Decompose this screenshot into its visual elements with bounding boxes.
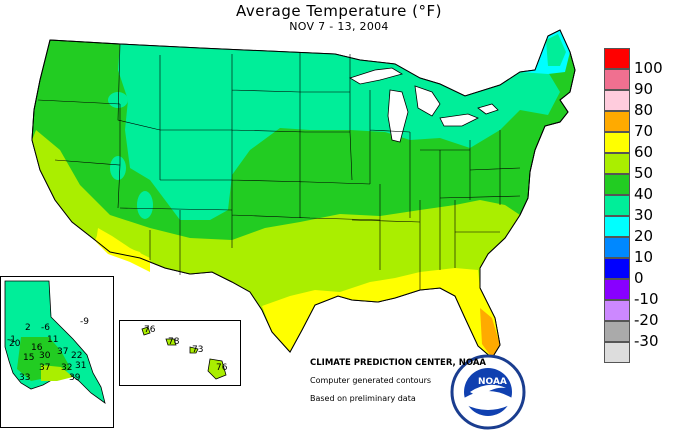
legend-label: 0 — [634, 269, 644, 287]
ak-value-1: 2 — [25, 323, 31, 333]
ak-value-5: 16 — [31, 343, 43, 353]
band-70-florida — [480, 308, 500, 358]
hawaii-map — [141, 326, 227, 380]
ak-value-11: 31 — [75, 361, 87, 371]
legend-swatch — [604, 153, 630, 174]
legend-label: 10 — [634, 248, 654, 266]
legend-swatch — [604, 48, 630, 69]
legend-label: -20 — [634, 311, 659, 329]
ak-value-4: 11 — [47, 335, 59, 345]
ak-value-9: 37 — [39, 363, 51, 373]
state-borders — [37, 43, 521, 290]
legend-swatch — [604, 90, 630, 111]
legend-label: 100 — [634, 59, 663, 77]
legend-label: -10 — [634, 290, 659, 308]
band-60-west — [96, 228, 150, 272]
legend-label: 20 — [634, 227, 654, 245]
legend-swatch — [604, 258, 630, 279]
hi-value-4: 76 — [216, 363, 228, 373]
legend-swatch — [604, 321, 630, 342]
legend-swatch — [604, 300, 630, 321]
band-30-west-2 — [183, 84, 227, 116]
ak-value-12: 37 — [57, 347, 69, 357]
credit-center: CLIMATE PREDICTION CENTER, NOAA — [310, 358, 486, 368]
great-lakes — [349, 67, 499, 143]
legend-label: 70 — [634, 122, 654, 140]
conus-outline — [31, 29, 576, 359]
noaa-logo — [450, 354, 526, 430]
alaska-map — [4, 280, 106, 404]
hawaii-inset: 76 78 73 76 — [119, 320, 241, 386]
ak-value-15: 39 — [69, 373, 81, 383]
legend-swatch — [604, 111, 630, 132]
band-30-west-5 — [137, 191, 153, 219]
legend-swatch — [604, 69, 630, 90]
title-text: Average Temperature (°F) — [236, 2, 442, 20]
band-30-west-3 — [190, 164, 226, 216]
legend-swatch — [604, 132, 630, 153]
ak-value-10: 22 — [71, 351, 83, 361]
legend-label: 50 — [634, 164, 654, 182]
hi-value-3: 73 — [192, 345, 204, 355]
band-30-west-4 — [110, 156, 126, 180]
hi-value-2: 78 — [168, 337, 180, 347]
ak-value-8: 30 — [39, 351, 51, 361]
legend-swatch — [604, 174, 630, 195]
ak-value-3: -9 — [80, 317, 89, 327]
ak-value-16: -1 — [7, 335, 16, 345]
band-60 — [95, 230, 500, 358]
ak-value-2: -6 — [41, 323, 50, 333]
legend-label: 90 — [634, 80, 654, 98]
band-50 — [32, 130, 520, 358]
legend-label: -30 — [634, 332, 659, 350]
legend-swatch — [604, 279, 630, 300]
legend-swatch — [604, 342, 630, 363]
ak-value-7: 15 — [23, 353, 35, 363]
hi-value-1: 76 — [144, 325, 156, 335]
legend-swatch — [604, 237, 630, 258]
page-title: Average Temperature (°F) — [0, 2, 678, 20]
band-30-maine — [546, 34, 566, 66]
ak-value-6: 20 — [9, 339, 21, 349]
ak-value-13: 32 — [61, 363, 73, 373]
legend-label: 40 — [634, 185, 654, 203]
legend-label: 80 — [634, 101, 654, 119]
legend-swatch — [604, 195, 630, 216]
ak-value-14: 33 — [19, 373, 31, 383]
legend-swatch — [604, 216, 630, 237]
band-30-west-1 — [108, 92, 128, 108]
alaska-inset: 2 -6 -9 11 16 20 15 30 37 22 31 37 32 33… — [0, 276, 114, 428]
band-30-north — [118, 44, 560, 220]
credit-line2: Based on preliminary data — [310, 394, 416, 403]
credit-line1: Computer generated contours — [310, 376, 432, 385]
date-range: NOV 7 - 13, 2004 — [289, 20, 389, 33]
noaa-logo-text: NOAA — [478, 377, 507, 387]
legend-label: 60 — [634, 143, 654, 161]
legend-label: 30 — [634, 206, 654, 224]
